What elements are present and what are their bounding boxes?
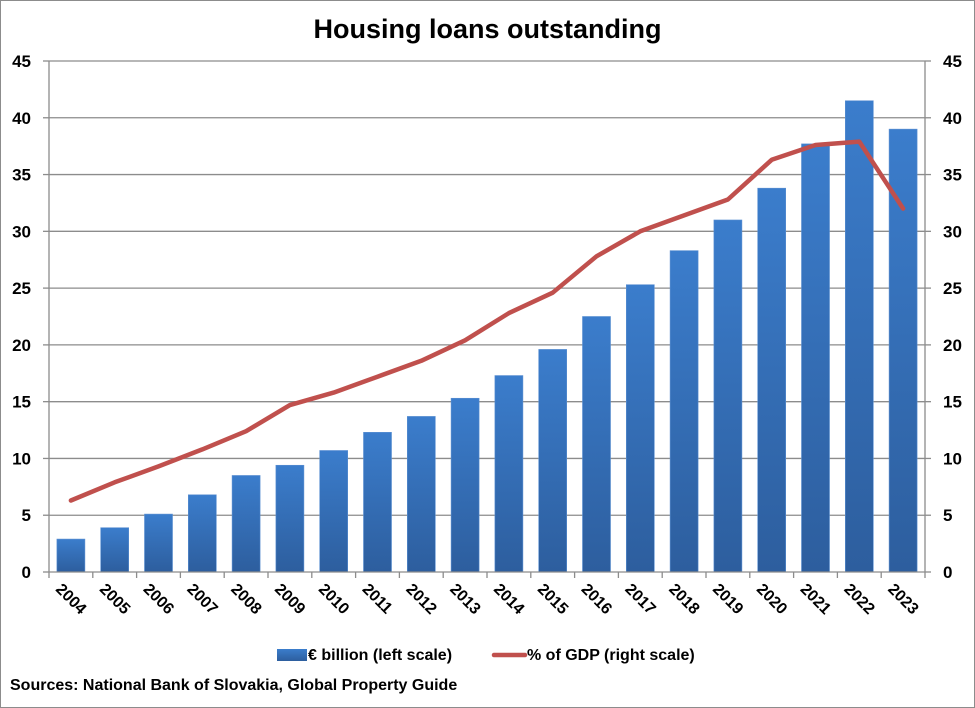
bar-series: [56, 100, 918, 573]
bar-2017: [625, 284, 655, 573]
x-axis-labels: 2004 2005 2006 2007 2008 2009 2010 2011 2012 2013…: [52, 581, 921, 618]
bar-2010: [319, 450, 349, 573]
axes: [43, 60, 931, 578]
y-axis-right-labels: 0 5 10 15 20 25 30 35 40 45: [943, 52, 962, 582]
x-tick-label: 2022: [840, 581, 877, 618]
line-series: [68, 139, 906, 503]
y-tick-label: 5: [22, 506, 31, 525]
y-right-tick-label: 45: [943, 52, 962, 71]
legend-bar-label: € billion (left scale): [308, 647, 452, 664]
y-right-tick-label: 35: [943, 166, 962, 185]
source-note: Sources: National Bank of Slovakia, Glob…: [10, 677, 458, 694]
x-tick-label: 2014: [490, 581, 527, 618]
bar-2004: [56, 538, 86, 573]
x-tick-label: 2021: [797, 581, 834, 618]
bar-2012: [406, 416, 436, 573]
x-tick-label: 2019: [709, 581, 746, 618]
x-tick-label: 2007: [183, 581, 220, 618]
legend-bar-swatch: [277, 649, 307, 661]
y-tick-label: 40: [12, 109, 31, 128]
x-tick-label: 2015: [534, 581, 571, 618]
bar-2011: [363, 432, 392, 573]
y-right-tick-label: 0: [943, 563, 952, 582]
x-tick-label: 2016: [578, 581, 615, 618]
bar-2019: [713, 219, 743, 573]
y-right-tick-label: 40: [943, 109, 962, 128]
y-tick-label: 0: [22, 563, 31, 582]
x-tick-label: 2008: [227, 581, 264, 618]
bar-2005: [100, 527, 129, 573]
x-tick-label: 2011: [359, 581, 396, 618]
y-tick-label: 25: [12, 279, 31, 298]
x-tick-label: 2018: [665, 581, 702, 618]
y-right-tick-label: 15: [943, 393, 962, 412]
bar-2018: [669, 250, 699, 573]
bar-2009: [275, 464, 305, 573]
gridlines: [49, 60, 925, 516]
y-right-tick-label: 10: [943, 449, 962, 468]
x-tick-label: 2020: [753, 581, 790, 618]
y-tick-label: 45: [12, 52, 31, 71]
bar-2022: [844, 100, 874, 573]
y-tick-label: 35: [12, 166, 31, 185]
y-tick-label: 30: [12, 222, 31, 241]
y-tick-label: 10: [12, 449, 31, 468]
bar-2014: [494, 375, 524, 573]
bar-2021: [801, 143, 830, 573]
chart-title: Housing loans outstanding: [313, 14, 662, 44]
legend: € billion (left scale) % of GDP (right sc…: [277, 647, 695, 664]
bar-2007: [188, 494, 217, 573]
x-tick-label: 2005: [96, 581, 133, 618]
y-tick-label: 15: [12, 393, 31, 412]
bar-2016: [582, 316, 611, 573]
x-tick-label: 2023: [884, 581, 921, 618]
y-right-tick-label: 5: [943, 506, 952, 525]
bar-2006: [144, 513, 173, 573]
x-tick-label: 2004: [52, 581, 89, 618]
x-tick-label: 2012: [402, 581, 439, 618]
x-tick-label: 2013: [446, 581, 483, 618]
x-tick-label: 2009: [271, 581, 308, 618]
bar-2015: [538, 349, 568, 573]
y-right-tick-label: 25: [943, 279, 962, 298]
y-axis-left-labels: 0 5 10 15 20 25 30 35 40 45: [12, 52, 31, 582]
bar-2013: [450, 397, 480, 573]
x-tick-label: 2006: [140, 581, 177, 618]
bar-2020: [757, 187, 787, 573]
y-right-tick-label: 30: [943, 222, 962, 241]
gdp-line: [68, 139, 906, 503]
x-tick-label: 2017: [621, 581, 658, 618]
y-tick-label: 20: [12, 336, 31, 355]
bar-2023: [888, 128, 918, 573]
legend-line-label: % of GDP (right scale): [527, 647, 695, 664]
x-tick-label: 2010: [315, 581, 352, 618]
bar-2008: [231, 475, 261, 573]
y-right-tick-label: 20: [943, 336, 962, 355]
